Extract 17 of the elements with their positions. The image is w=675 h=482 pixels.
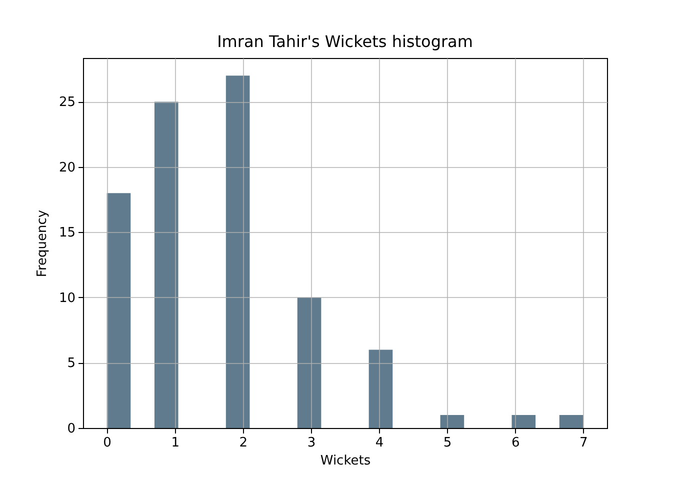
x-tick-label: 6 [511, 436, 520, 450]
y-axis-title: Frequency [34, 210, 50, 278]
x-tick-label: 5 [443, 436, 452, 450]
x-tick-label: 3 [307, 436, 316, 450]
y-tick-label: 25 [58, 95, 76, 110]
x-tick-label: 4 [375, 436, 384, 450]
chart-title: Imran Tahir's Wickets histogram [217, 32, 473, 51]
x-tick-label: 2 [239, 436, 248, 450]
x-tick-label: 7 [580, 436, 588, 450]
y-tick-label: 5 [67, 356, 76, 372]
y-tick-label: 0 [67, 422, 76, 436]
x-tick-label: 1 [171, 436, 180, 450]
y-tick-label: 10 [58, 290, 76, 306]
y-tick-label: 20 [58, 160, 76, 176]
x-tick-label: 0 [103, 436, 112, 450]
y-tick-label: 15 [58, 226, 76, 241]
x-axis-title: Wickets [320, 454, 371, 468]
